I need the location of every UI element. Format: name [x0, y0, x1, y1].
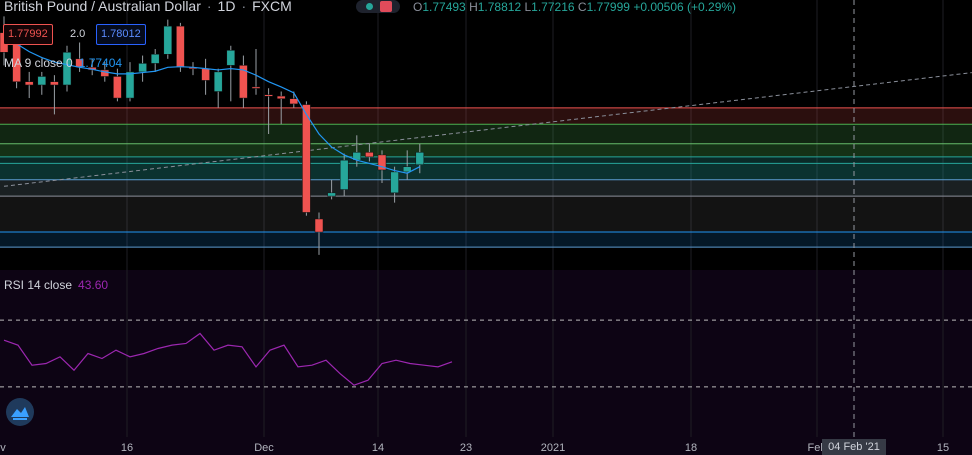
trendline[interactable]: [3, 72, 972, 187]
change-value: +0.00506 (+0.29%): [633, 0, 737, 14]
open-value: 1.77493: [422, 0, 466, 14]
buy-button[interactable]: 1.78012: [96, 24, 146, 45]
x-tick: Dec: [254, 442, 274, 454]
candle-body: [415, 152, 425, 165]
candle-body: [150, 54, 160, 64]
candle-body: [264, 94, 273, 97]
fib-zone: [0, 143, 972, 157]
candle-body: [37, 76, 47, 86]
low-label: L: [524, 0, 532, 14]
fib-zone: [0, 179, 972, 197]
ma-line: [3, 35, 421, 174]
close-label: C: [577, 0, 587, 14]
high-label: H: [469, 0, 478, 14]
low-value: 1.77216: [531, 0, 575, 14]
x-tick: 14: [371, 442, 385, 454]
fib-zone: [0, 156, 972, 164]
candle-body: [314, 218, 324, 233]
candle-body: [201, 68, 210, 81]
candle-body: [100, 69, 110, 77]
candle-body: [327, 192, 336, 197]
high-value: 1.78812: [477, 0, 522, 14]
ma-value: 1.77404: [78, 56, 123, 70]
market-open-icon: [366, 3, 373, 10]
candle-body: [339, 159, 349, 190]
ohlc-values: O1.77493 H1.78812 L1.77216 C1.77999 +0.0…: [413, 0, 736, 14]
x-tick: 15: [936, 442, 950, 454]
rsi-pane: [0, 319, 972, 388]
candle-body: [390, 171, 399, 194]
candle-body: [276, 95, 286, 99]
candle-body: [176, 25, 185, 68]
exchange: FXCM: [252, 0, 292, 14]
interval[interactable]: 1D: [217, 0, 236, 14]
close-value: 1.77999: [586, 0, 630, 14]
price-pane-bg: [0, 0, 972, 268]
candle-body: [302, 104, 311, 213]
fib-zone: [0, 232, 972, 248]
candle-body: [402, 166, 412, 173]
candle-body: [289, 98, 299, 105]
candle-body: [125, 71, 135, 99]
candle-body: [365, 152, 374, 158]
candle-body: [239, 65, 248, 99]
ma-polyline: [3, 35, 421, 174]
candle-body: [226, 50, 236, 66]
alert-icon: [380, 1, 392, 12]
rsi-value: 43.60: [78, 278, 109, 292]
chart-header: British Pound / Australian Dollar · 1D · FXC…: [4, 0, 292, 14]
candle-body: [50, 81, 59, 86]
x-tick: 2021: [540, 442, 566, 454]
fib-zone: [0, 124, 972, 144]
rsi-legend[interactable]: RSI 14 close 43.60: [4, 278, 108, 292]
sell-button[interactable]: 1.77992: [3, 24, 53, 45]
rsi-pane-bg: [0, 270, 972, 455]
symbol-name[interactable]: British Pound / Australian Dollar: [4, 0, 201, 14]
tradingview-logo[interactable]: [6, 398, 34, 426]
x-tick: 23: [459, 442, 473, 454]
fib-zone: [0, 107, 972, 125]
ma-label: MA 9 close 0: [4, 56, 73, 70]
x-tick: ov: [0, 442, 6, 454]
open-label: O: [413, 0, 423, 14]
candle-body: [62, 52, 72, 86]
candle-body: [213, 71, 223, 92]
rsi-label: RSI 14 close: [4, 278, 73, 292]
candle-body: [24, 81, 34, 86]
candle-body: [251, 86, 261, 89]
fib-zone: [0, 163, 972, 180]
candle-body: [138, 63, 147, 73]
ma-legend[interactable]: MA 9 close 0 1.77404: [4, 56, 122, 70]
grid-lines: [126, 0, 944, 437]
fibonacci-levels: [0, 107, 972, 248]
x-tick: 16: [120, 442, 134, 454]
crosshair-date-label: 04 Feb '21: [822, 439, 886, 455]
fib-zone: [0, 196, 972, 233]
x-tick: 18: [684, 442, 698, 454]
x-tick: Feb: [807, 442, 827, 454]
trendline-segment: [3, 72, 972, 187]
candle-body: [377, 154, 387, 171]
candle-body: [113, 76, 122, 99]
spread-value: 2.0: [70, 28, 86, 40]
market-status-pill[interactable]: [356, 0, 400, 13]
rsi-line: [3, 332, 453, 386]
candle-body: [163, 25, 173, 55]
